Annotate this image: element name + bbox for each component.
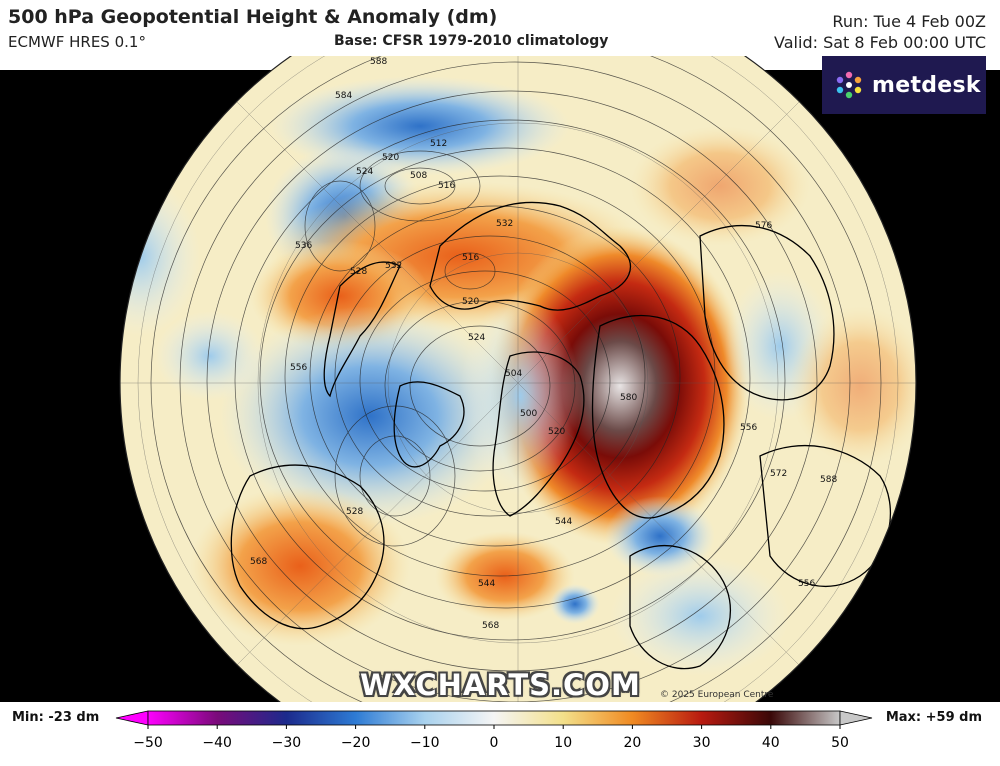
contour-label: 532	[496, 219, 513, 229]
contour-label: 576	[755, 221, 772, 231]
contour-label: 556	[798, 579, 815, 589]
contour-label: 536	[295, 241, 312, 251]
colorbar-min-arrow	[115, 710, 149, 726]
contour-label: 520	[548, 427, 565, 437]
metdesk-flower-icon	[836, 71, 862, 99]
contour-label-group: 588 584 524 520 512 508 516 536 532 528 …	[250, 57, 837, 631]
contour-label: 580	[620, 393, 637, 403]
contour-label: 544	[478, 579, 495, 589]
map-disk: 588 584 524 520 512 508 516 536 532 528 …	[120, 56, 916, 702]
contour-label: 584	[335, 91, 352, 101]
colorbar-max-arrow	[839, 710, 873, 726]
colorbar-tick-label: −50	[133, 735, 163, 751]
colorbar-tick-label: −30	[272, 735, 302, 751]
contour-label: 528	[350, 267, 367, 277]
graticule	[120, 56, 916, 702]
contour-label: 568	[250, 557, 267, 567]
contour-label: 516	[462, 253, 479, 263]
coastlines	[230, 201, 892, 670]
colorbar-tick-label: 20	[623, 735, 641, 751]
polar-map: 588 584 524 520 512 508 516 536 532 528 …	[0, 56, 1000, 702]
wxcharts-watermark: WXCHARTS.COM	[360, 668, 641, 702]
contour-label: 588	[820, 475, 837, 485]
contour-label: 544	[555, 517, 572, 527]
logo-text: metdesk	[872, 72, 981, 98]
height-contours	[150, 56, 882, 702]
colorbar: −50 −40 −30 −20 −10 0 10 20 30 40 50	[115, 710, 873, 751]
colorbar-tick-label: 50	[831, 735, 849, 751]
contour-label: 532	[385, 261, 402, 271]
colorbar-tick-label: 0	[490, 735, 499, 751]
contour-label: 556	[290, 363, 307, 373]
contour-label: 524	[468, 333, 485, 343]
contour-label: 524	[356, 167, 373, 177]
contour-label: 512	[430, 139, 447, 149]
contour-label: 556	[740, 423, 757, 433]
colorbar-max-label: Max: +59 dm	[885, 710, 982, 725]
contour-label: 520	[462, 297, 479, 307]
colorbar-tick-label: −40	[202, 735, 232, 751]
contour-label: 528	[346, 507, 363, 517]
contour-label: 504	[505, 369, 522, 379]
climatology-base-label: Base: CFSR 1979-2010 climatology	[334, 33, 609, 49]
colorbar-tick-label: 10	[554, 735, 572, 751]
colorbar-tick-label: 40	[762, 735, 780, 751]
copyright-text: © 2025 European Centre	[660, 690, 774, 700]
colorbar-tick-label: −10	[410, 735, 440, 751]
metdesk-logo: metdesk	[822, 56, 986, 114]
colorbar-tick-label: 30	[693, 735, 711, 751]
chart-title: 500 hPa Geopotential Height & Anomaly (d…	[8, 6, 498, 28]
run-time-label: Run: Tue 4 Feb 00Z	[832, 12, 986, 31]
colorbar-tick-label: −20	[341, 735, 371, 751]
model-label: ECMWF HRES 0.1°	[8, 33, 146, 51]
contour-label: 516	[438, 181, 455, 191]
contour-label: 568	[482, 621, 499, 631]
contour-label: 508	[410, 171, 427, 181]
valid-time-label: Valid: Sat 8 Feb 00:00 UTC	[774, 33, 986, 52]
colorbar-gradient	[147, 710, 841, 726]
contour-label: 588	[370, 57, 387, 67]
colorbar-min-label: Min: -23 dm	[12, 710, 100, 725]
contour-label: 572	[770, 469, 787, 479]
contour-label: 500	[520, 409, 537, 419]
contour-label: 520	[382, 153, 399, 163]
